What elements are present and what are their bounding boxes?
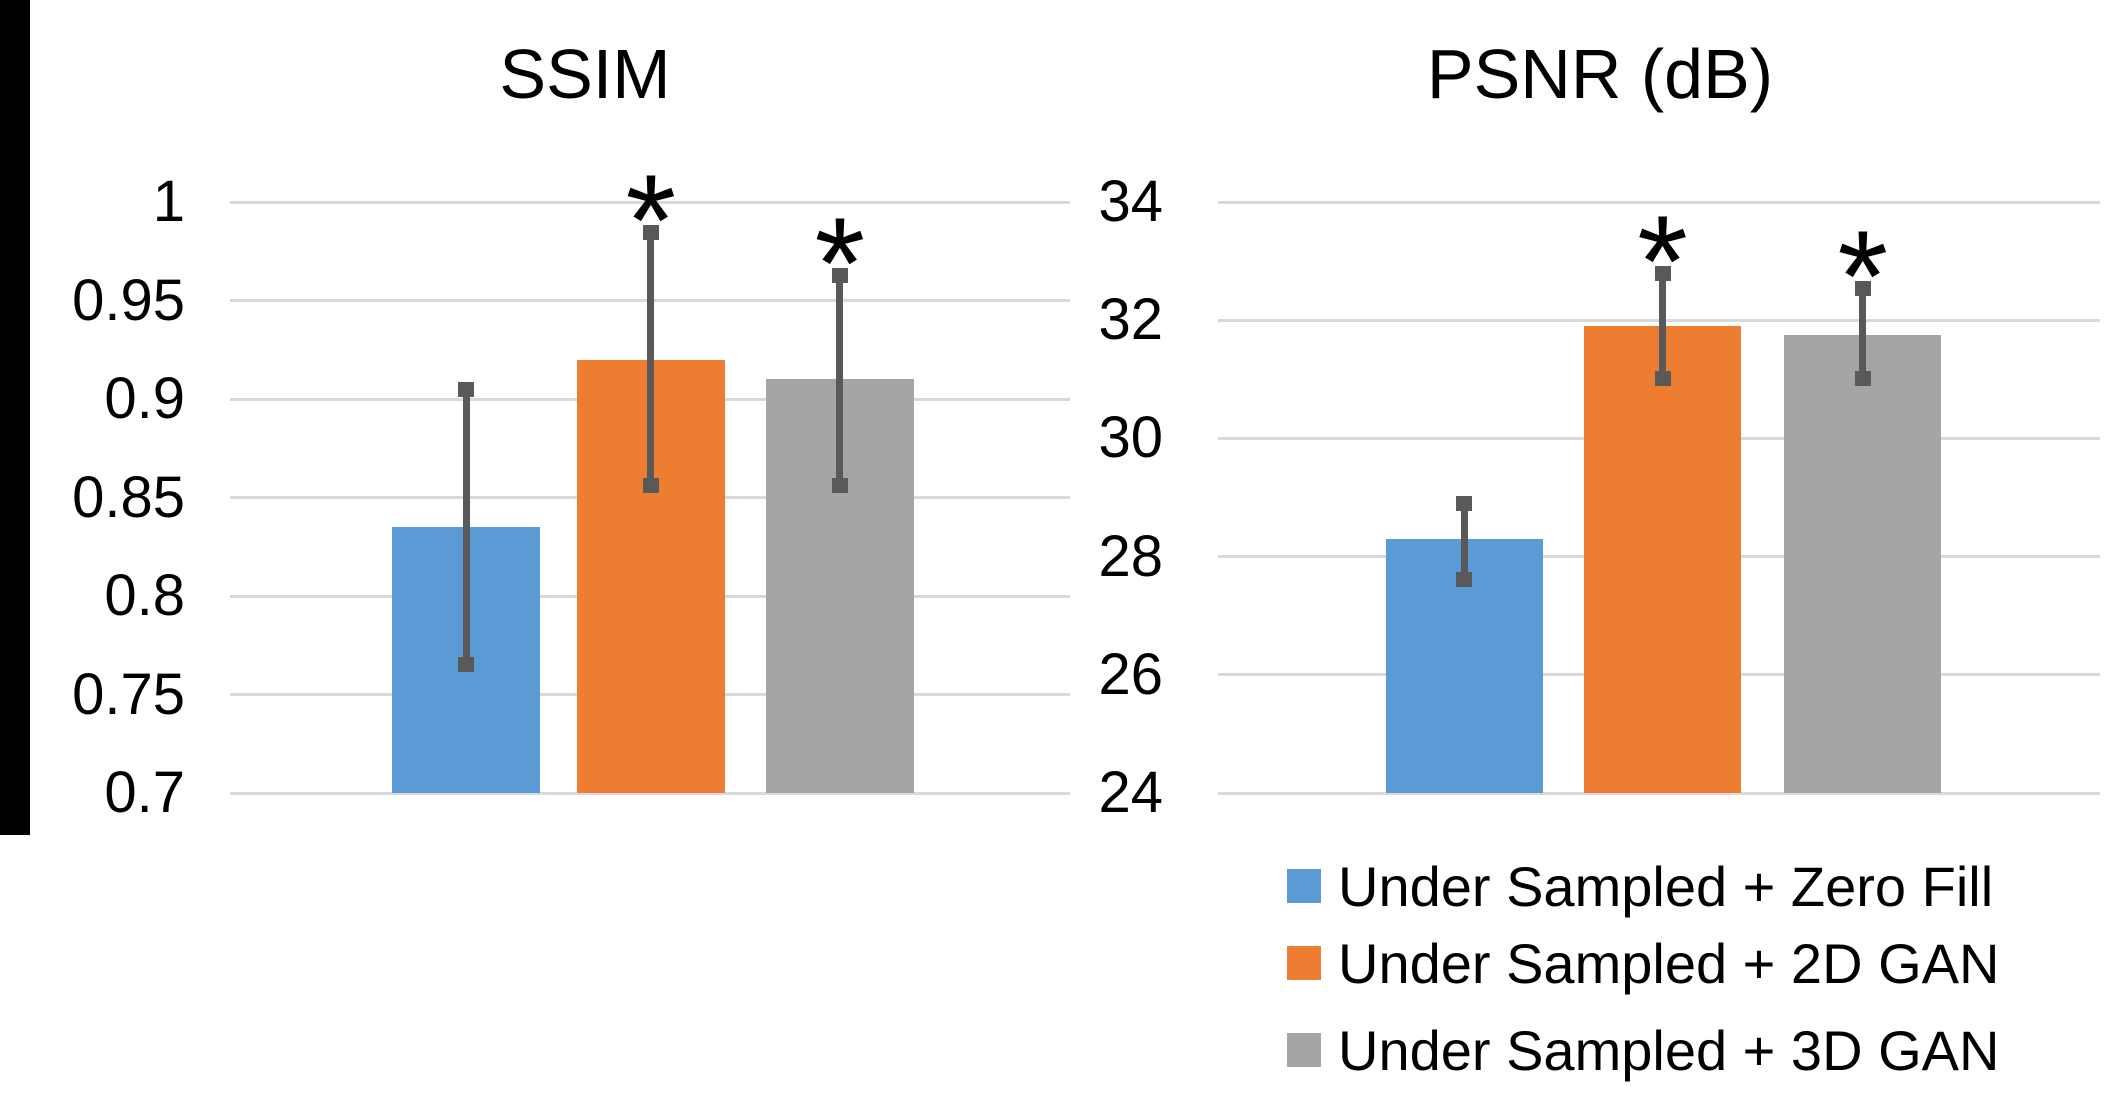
ssim-error-cap-top-zero-fill xyxy=(458,382,475,398)
psnr-gridline xyxy=(1218,791,2100,795)
psnr-error-bar-zero-fill xyxy=(1460,503,1468,581)
psnr-gridline xyxy=(1218,318,2100,322)
ssim-gridline xyxy=(230,791,1070,795)
ssim-error-cap-top-2d-gan xyxy=(642,224,659,240)
ssim-ytick-label: 0.7 xyxy=(104,760,185,825)
ssim-ytick-label: 0.9 xyxy=(104,366,185,431)
legend-label-2d-gan: Under Sampled + 2D GAN xyxy=(1338,931,2000,995)
legend-label-3d-gan: Under Sampled + 3D GAN xyxy=(1338,1018,2000,1082)
legend-item-3d-gan: Under Sampled + 3D GAN xyxy=(1287,1019,1999,1082)
ssim-ytick-label: 1 xyxy=(152,169,185,234)
ssim-error-bar-3d-gan xyxy=(836,274,844,486)
ssim-ytick-label: 0.95 xyxy=(72,267,185,333)
ssim-gridline xyxy=(230,200,1070,204)
psnr-error-cap-top-2d-gan xyxy=(1654,265,1671,281)
legend-swatch-zero-fill xyxy=(1287,869,1321,903)
psnr-error-bar-3d-gan xyxy=(1859,287,1867,380)
psnr-significance-asterisk-2d-gan: * xyxy=(1637,187,1688,334)
ssim-ytick-label: 0.75 xyxy=(72,661,185,727)
psnr-ytick-label: 24 xyxy=(1098,760,1163,825)
ssim-error-cap-bottom-2d-gan xyxy=(642,477,659,493)
legend-item-zero-fill: Under Sampled + Zero Fill xyxy=(1287,855,1993,918)
psnr-error-cap-top-zero-fill xyxy=(1456,496,1473,512)
psnr-ytick-label: 34 xyxy=(1098,169,1163,234)
psnr-gridline xyxy=(1218,200,2100,204)
psnr-error-cap-bottom-2d-gan xyxy=(1654,371,1671,387)
ssim-error-bar-2d-gan xyxy=(647,231,655,486)
ssim-chart-title: SSIM xyxy=(499,35,671,113)
ssim-ytick-label: 0.8 xyxy=(104,563,185,628)
psnr-significance-asterisk-3d-gan: * xyxy=(1837,202,1889,349)
legend-label-zero-fill: Under Sampled + Zero Fill xyxy=(1338,854,1994,918)
ssim-significance-asterisk-2d-gan: * xyxy=(625,146,677,293)
ssim-significance-asterisk-3d-gan: * xyxy=(814,189,866,336)
legend-swatch-2d-gan xyxy=(1287,946,1321,980)
left-black-strip xyxy=(0,0,30,835)
ssim-error-bar-zero-fill xyxy=(462,389,470,665)
ssim-error-cap-bottom-zero-fill xyxy=(458,656,475,672)
psnr-chart-title: PSNR (dB) xyxy=(1426,35,1774,113)
ssim-ytick-label: 0.85 xyxy=(72,464,185,530)
psnr-error-cap-bottom-zero-fill xyxy=(1456,572,1473,588)
ssim-error-cap-bottom-3d-gan xyxy=(831,477,848,493)
psnr-ytick-label: 32 xyxy=(1098,287,1163,353)
psnr-ytick-label: 26 xyxy=(1098,641,1163,707)
psnr-bar-2d-gan xyxy=(1584,326,1742,793)
legend-swatch-3d-gan xyxy=(1287,1033,1321,1067)
psnr-error-bar-2d-gan xyxy=(1659,272,1667,380)
ssim-error-cap-top-3d-gan xyxy=(831,267,848,283)
psnr-error-cap-bottom-3d-gan xyxy=(1854,371,1871,387)
psnr-ytick-label: 28 xyxy=(1098,523,1163,589)
psnr-ytick-label: 30 xyxy=(1098,405,1163,471)
legend-item-2d-gan: Under Sampled + 2D GAN xyxy=(1287,932,1999,995)
psnr-bar-3d-gan xyxy=(1784,334,1942,793)
psnr-error-cap-top-3d-gan xyxy=(1854,280,1871,296)
